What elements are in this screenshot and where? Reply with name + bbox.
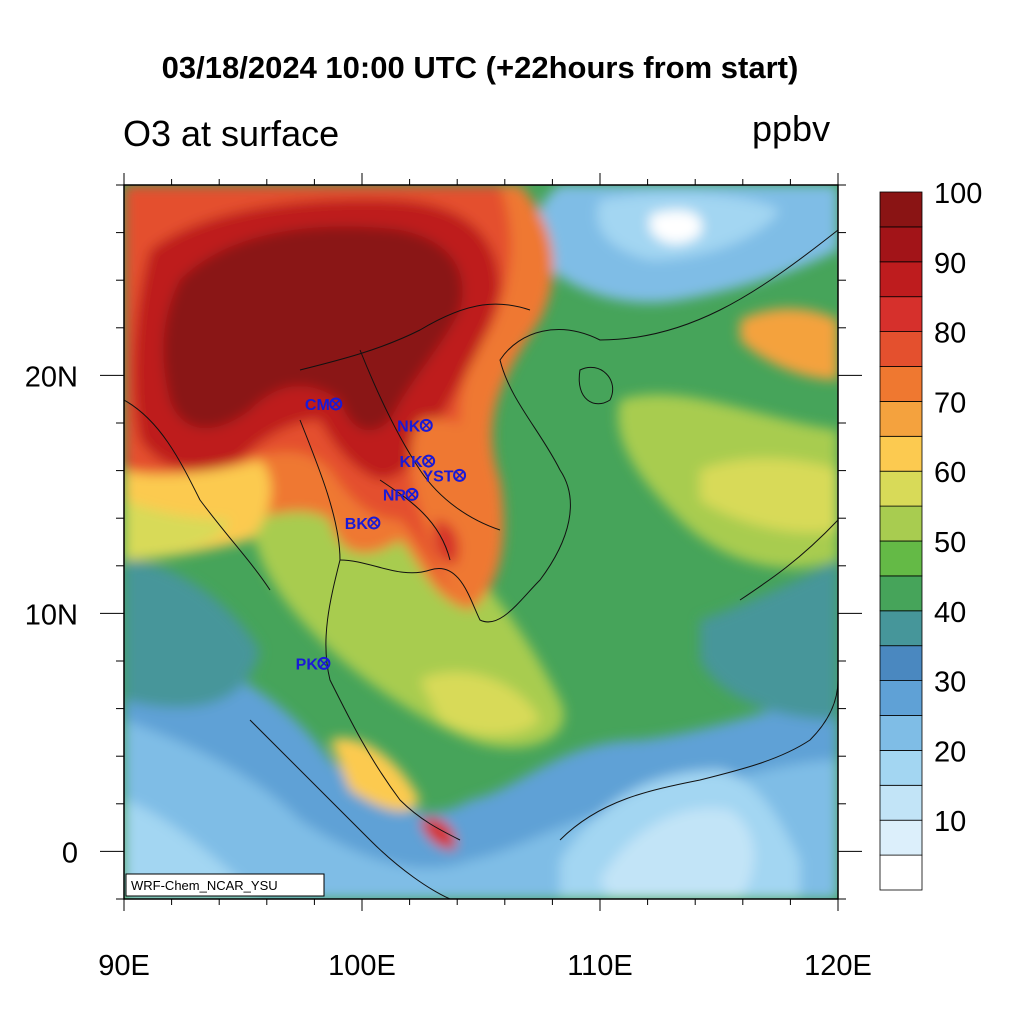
colorbar-swatch xyxy=(879,715,923,751)
station-marker-icon xyxy=(453,468,467,482)
colorbar-swatch xyxy=(879,191,923,228)
ozone-field xyxy=(124,185,838,899)
coastlines xyxy=(124,229,838,899)
colorbar-swatch xyxy=(879,610,923,647)
variable-label: O3 at surface xyxy=(123,113,340,154)
colorbar-swatch xyxy=(879,575,923,612)
station-marker-icon xyxy=(317,656,331,670)
colorbar-swatch xyxy=(879,540,923,577)
units-label: ppbv xyxy=(752,108,831,149)
station-yst: YST xyxy=(422,468,467,485)
colorbar-label: 70 xyxy=(934,387,966,419)
colorbar-label: 20 xyxy=(934,736,966,768)
station-label: YST xyxy=(422,468,453,485)
colorbar-label: 60 xyxy=(934,457,966,489)
colorbar-swatch xyxy=(879,331,923,367)
station-cm: CM xyxy=(305,397,343,414)
colorbar-label: 90 xyxy=(934,248,966,280)
colorbar-label: 10 xyxy=(934,806,966,838)
station-marker-icon xyxy=(405,487,419,501)
colorbar-label: 40 xyxy=(934,597,966,629)
station-label: NR xyxy=(383,487,407,504)
colorbar-label: 100 xyxy=(934,178,982,210)
station-label: PK xyxy=(296,656,319,673)
x-tick-label: 100E xyxy=(328,950,396,982)
axis-ticks xyxy=(100,173,862,911)
model-credit: WRF-Chem_NCAR_YSU xyxy=(125,873,325,897)
station-nk: NK xyxy=(397,418,433,435)
colorbar-label: 50 xyxy=(934,527,966,559)
colorbar: 10 20 30 40 50 60 70 80 90 100 xyxy=(879,178,982,891)
colorbar-swatch xyxy=(879,819,923,856)
x-tick-label: 110E xyxy=(567,950,633,982)
colorbar-swatch xyxy=(879,366,923,402)
map-title: 03/18/2024 10:00 UTC (+22hours from star… xyxy=(161,50,799,85)
colorbar-swatch xyxy=(879,784,923,821)
y-tick-label: 0 xyxy=(62,837,78,869)
station-marker-icon xyxy=(419,418,433,432)
colorbar-label: 80 xyxy=(934,318,966,350)
colorbar-swatch xyxy=(879,296,923,333)
station-kk: KK xyxy=(400,454,436,471)
colorbar-swatch xyxy=(879,470,923,507)
station-marker-icon xyxy=(329,397,343,411)
colorbar-swatch xyxy=(879,750,923,786)
colorbar-swatch xyxy=(879,645,923,682)
station-marker-icon xyxy=(367,516,381,530)
x-tick-label: 120E xyxy=(804,950,872,982)
axis-tick-labels: 90E 100E 110E 120E 0 10N 20N xyxy=(25,361,872,982)
colorbar-swatch xyxy=(879,261,923,298)
y-tick-label: 10N xyxy=(25,599,78,631)
colorbar-swatch xyxy=(879,400,923,437)
station-pk: PK xyxy=(296,656,331,673)
station-marker-icon xyxy=(422,454,436,468)
station-label: KK xyxy=(400,454,424,471)
model-credit-text: WRF-Chem_NCAR_YSU xyxy=(131,878,278,893)
station-nr: NR xyxy=(383,487,419,504)
station-bk: BK xyxy=(345,516,381,533)
colorbar-label: 30 xyxy=(934,667,966,699)
x-tick-label: 90E xyxy=(98,950,150,982)
plot-frame xyxy=(123,184,839,900)
station-label: BK xyxy=(345,516,369,533)
colorbar-swatch xyxy=(879,680,923,716)
colorbar-swatch xyxy=(879,435,923,472)
colorbar-swatch xyxy=(879,854,923,891)
colorbar-swatch xyxy=(879,226,923,263)
station-label: NK xyxy=(397,418,421,435)
y-tick-label: 20N xyxy=(25,361,78,393)
colorbar-swatch xyxy=(879,505,923,542)
station-label: CM xyxy=(305,397,330,414)
